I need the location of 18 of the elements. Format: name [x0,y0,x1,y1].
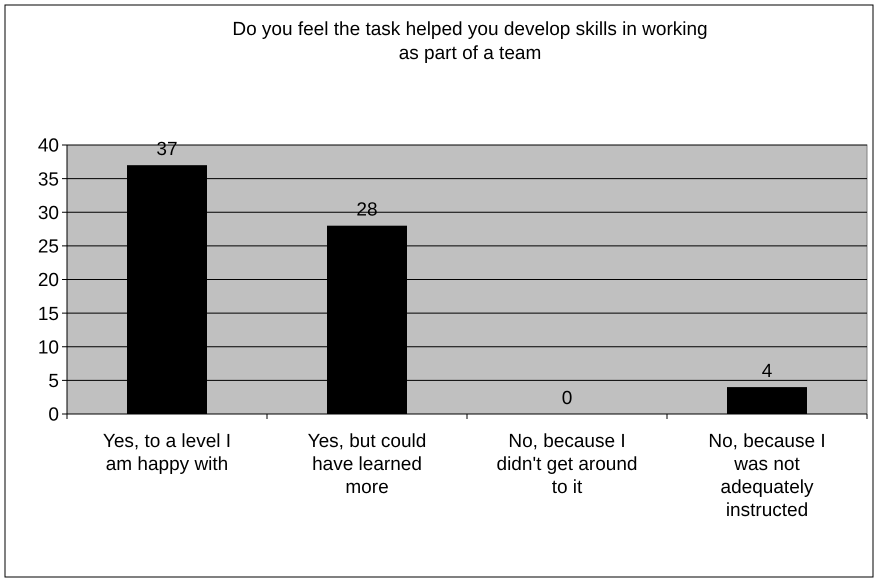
y-tick-label: 25 [38,236,59,258]
y-tick-label: 10 [38,337,59,358]
bar [727,387,807,414]
y-tick-label: 35 [38,169,59,190]
y-tick-label: 5 [48,371,59,392]
chart-title: Do you feel the task helped you develop skills in working as part of a team [232,19,708,64]
data-label: 0 [562,388,572,409]
x-tick-label: Yes, to a level I am happy with [102,431,232,475]
y-tick-label: 0 [48,404,59,426]
y-tick-label: 15 [38,304,59,325]
y-tick-label: 30 [38,202,59,224]
y-tick-label: 40 [38,136,59,157]
data-label: 37 [156,139,178,160]
x-tick-label: Yes, but could have learned more [308,431,426,498]
y-tick-label: 20 [38,270,59,292]
data-label: 4 [762,361,773,382]
x-tick-label: No, because I was not adequately instructed [708,431,826,521]
x-tick-label: No, because I didn't get around to it [496,431,638,498]
